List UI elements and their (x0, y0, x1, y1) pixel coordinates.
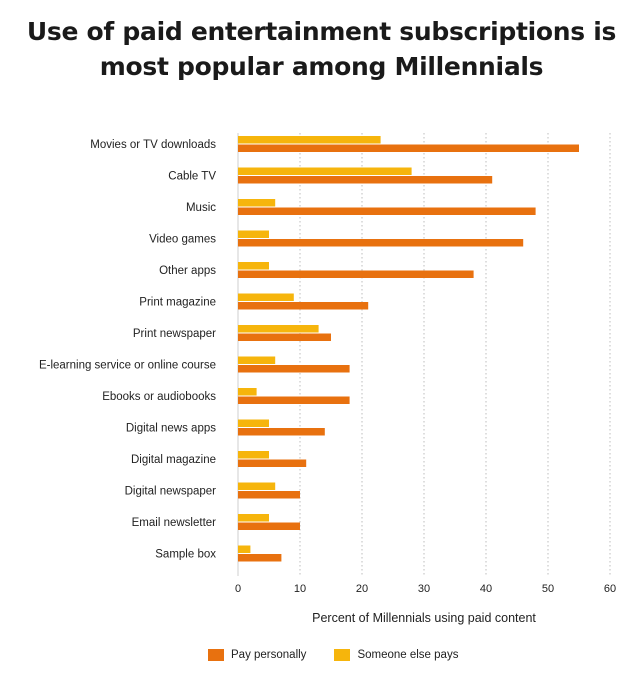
category-label-other-apps: Other apps (159, 265, 216, 277)
category-label-print-magazine: Print magazine (139, 297, 216, 309)
bar-pay-personally-e-learning-service-or-online-course (238, 365, 350, 373)
x-tick-labels: 0 10 20 30 40 50 60 (235, 583, 616, 595)
bar-pay-personally-digital-magazine (238, 459, 307, 467)
legend-label-someone-else-pays: Someone else pays (357, 649, 459, 661)
chart-title-line-2: most popular among Millennials (99, 52, 544, 81)
category-label-sample-box: Sample box (155, 549, 216, 561)
category-label-digital-magazine: Digital magazine (131, 454, 216, 466)
category-label-digital-newspaper: Digital newspaper (125, 486, 217, 498)
bar-pay-personally-digital-newspaper (238, 491, 300, 499)
bar-pay-personally-print-magazine (238, 302, 369, 310)
category-label-movies-or-tv-downloads: Movies or TV downloads (90, 139, 216, 151)
bar-someone-else-pays-digital-magazine (238, 451, 269, 459)
bar-pay-personally-other-apps (238, 270, 474, 278)
bar-pay-personally-ebooks-or-audiobooks (238, 396, 350, 404)
category-label-cable-tv: Cable TV (168, 171, 216, 183)
category-label-email-newsletter: Email newsletter (132, 517, 217, 529)
bar-someone-else-pays-cable-tv (238, 167, 412, 175)
x-tick-label-50: 50 (542, 583, 554, 595)
bar-someone-else-pays-e-learning-service-or-online-course (238, 356, 276, 364)
x-tick-label-20: 20 (356, 583, 368, 595)
x-tick-label-10: 10 (294, 583, 306, 595)
legend-swatch-pay-personally (208, 649, 224, 661)
legend-item-pay-personally: Pay personally (208, 649, 306, 661)
bar-pay-personally-movies-or-tv-downloads (238, 144, 579, 152)
bars-group (238, 136, 579, 562)
bar-someone-else-pays-music (238, 199, 276, 207)
category-label-video-games: Video games (149, 234, 216, 246)
category-labels: Movies or TV downloads Cable TV Music Video… (39, 139, 216, 561)
category-label-digital-news-apps: Digital news apps (126, 423, 216, 435)
bar-chart: Movies or TV downloads Cable TV Music Video… (39, 133, 616, 625)
bar-pay-personally-print-newspaper (238, 333, 331, 341)
x-tick-label-60: 60 (604, 583, 616, 595)
bar-someone-else-pays-email-newsletter (238, 514, 269, 522)
bar-pay-personally-music (238, 207, 536, 215)
bar-pay-personally-email-newsletter (238, 522, 300, 530)
bar-someone-else-pays-sample-box (238, 545, 251, 553)
bar-pay-personally-sample-box (238, 554, 282, 562)
bar-someone-else-pays-print-newspaper (238, 325, 319, 333)
category-label-print-newspaper: Print newspaper (133, 328, 216, 340)
legend: Pay personally Someone else pays (208, 649, 486, 661)
bar-someone-else-pays-video-games (238, 230, 269, 238)
legend-swatch-someone-else-pays (334, 649, 351, 661)
chart-title-line-1: Use of paid entertainment subscriptions … (26, 17, 617, 46)
bar-someone-else-pays-ebooks-or-audiobooks (238, 388, 257, 396)
bar-someone-else-pays-digital-news-apps (238, 419, 269, 427)
category-label-e-learning-service-or-online-course: E-learning service or online course (39, 360, 216, 372)
x-tick-label-0: 0 (235, 583, 241, 595)
bar-pay-personally-video-games (238, 239, 524, 247)
x-axis-title: Percent of Millennials using paid conten… (312, 611, 536, 625)
grid-lines (237, 133, 611, 576)
bar-pay-personally-cable-tv (238, 176, 493, 184)
x-tick-label-40: 40 (480, 583, 492, 595)
bar-someone-else-pays-other-apps (238, 262, 269, 270)
x-tick-label-30: 30 (418, 583, 430, 595)
category-label-ebooks-or-audiobooks: Ebooks or audiobooks (102, 391, 216, 403)
chart-title: Use of paid entertainment subscriptions … (0, 14, 643, 84)
bar-someone-else-pays-movies-or-tv-downloads (238, 136, 381, 144)
legend-label-pay-personally: Pay personally (231, 649, 307, 661)
bar-pay-personally-digital-news-apps (238, 428, 325, 436)
bar-someone-else-pays-print-magazine (238, 293, 294, 301)
legend-item-someone-else-pays: Someone else pays (334, 649, 458, 661)
category-label-music: Music (186, 202, 216, 214)
bar-someone-else-pays-digital-newspaper (238, 482, 276, 490)
